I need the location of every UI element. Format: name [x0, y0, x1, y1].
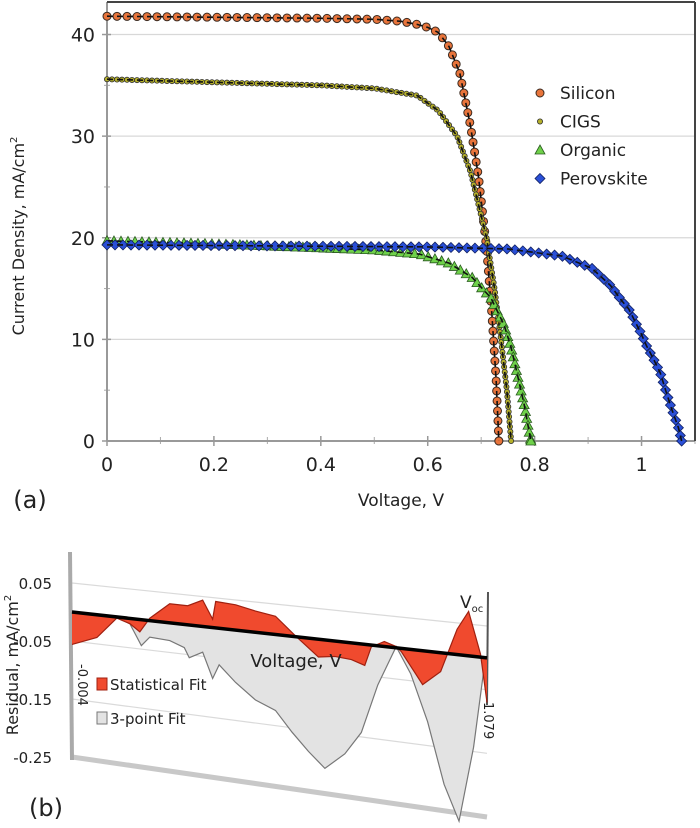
legend-label: Organic	[560, 141, 626, 161]
data-point	[648, 354, 660, 366]
three-point-fit-area	[72, 612, 486, 822]
data-point	[229, 240, 241, 252]
x-tick-label: 0.4	[306, 454, 336, 476]
y-tick-label: 10	[71, 329, 95, 351]
x-tick-label: 0.2	[199, 454, 229, 476]
data-point	[437, 241, 449, 253]
data-point	[504, 337, 516, 348]
y-tick-label: 0	[83, 431, 95, 453]
legend-label: Statistical Fit	[110, 676, 207, 694]
panel-b-y-axis-label: Residual, mA/cm2	[3, 595, 22, 735]
data-point	[149, 239, 161, 251]
fit-line	[106, 244, 683, 442]
legend-swatch-statistical-fit	[96, 677, 108, 691]
panel-b-annotations: Voltage, V Voc -0.004 1.079	[74, 593, 495, 739]
data-point	[429, 241, 441, 253]
x-tick-label: 0	[101, 454, 113, 476]
data-point	[357, 240, 369, 253]
panel-a-y-axis-label: Current Density, mA/cm2	[9, 137, 28, 336]
legend-marker	[537, 118, 544, 125]
y-tick-label: -0.25	[13, 749, 52, 767]
data-point	[508, 437, 515, 444]
panel-a-y-axis-label-text: Current Density, mA/cm	[9, 143, 28, 335]
legend-label: Silicon	[560, 84, 615, 104]
data-point	[317, 240, 329, 252]
panel-b: 0.05 -0.05 -0.15 -0.25 Statistical Fit 3-poin…	[13, 551, 489, 824]
data-point	[389, 241, 401, 253]
data-point	[525, 435, 537, 446]
legend-label: 3-point Fit	[110, 710, 186, 728]
data-point	[509, 244, 521, 256]
panel-b-y-axis-label-superscript: 2	[3, 595, 14, 601]
series-organic	[101, 234, 537, 446]
legend-label: Perovskite	[560, 170, 648, 190]
panel-b-x-axis-label: Voltage, V	[250, 651, 342, 672]
data-point	[157, 239, 169, 251]
zero-line	[71, 610, 488, 660]
data-point	[189, 239, 201, 251]
panel-b-y-axis-label-text: Residual, mA/cm	[3, 601, 22, 735]
data-point	[429, 253, 441, 264]
y-tick-label: 40	[71, 25, 95, 47]
legend-marker	[534, 144, 546, 155]
three-point-fit-outline	[71, 611, 487, 824]
data-point	[141, 239, 153, 251]
panel-a-x-axis-label: Voltage, V	[358, 491, 445, 511]
series-silicon	[102, 11, 504, 446]
panel-a-label: (a)	[13, 486, 46, 514]
legend-marker	[534, 172, 546, 185]
y-tick-label: 0.05	[19, 575, 52, 593]
data-point	[477, 242, 489, 254]
x-start-label: -0.004	[74, 664, 89, 706]
data-point	[309, 240, 321, 252]
legend-swatch-three-point-fit	[96, 711, 108, 725]
y-tick-label: -0.15	[13, 691, 52, 709]
data-point	[381, 241, 393, 253]
data-point	[501, 243, 513, 255]
data-point	[117, 239, 129, 251]
data-point	[548, 249, 561, 261]
y-tick-label: 20	[71, 228, 95, 250]
floor-axis	[71, 754, 488, 820]
series-perovskite	[101, 239, 688, 447]
panel-a-y-axis-label-superscript: 2	[9, 137, 20, 143]
legend-marker	[535, 88, 545, 98]
gridline	[71, 582, 488, 627]
x-tick-label: 0.6	[413, 454, 443, 476]
voc-axis	[486, 591, 489, 706]
fit-line	[106, 78, 512, 442]
x-end-label: 1.079	[480, 702, 495, 739]
data-point	[349, 240, 361, 253]
series-cigs	[104, 76, 515, 444]
y-tick-label: -0.05	[13, 633, 52, 651]
data-point	[630, 318, 643, 330]
data-point	[109, 239, 121, 251]
gridline	[71, 698, 488, 754]
fit-line	[106, 15, 500, 442]
y-tick-label: 30	[71, 126, 95, 148]
data-point	[634, 325, 646, 337]
data-point	[469, 242, 481, 254]
panel-b-label: (b)	[29, 794, 63, 822]
voc-annotation-subscript: oc	[472, 604, 484, 615]
x-tick-label: 0.8	[520, 454, 550, 476]
data-point	[181, 239, 193, 251]
y-axis	[68, 551, 74, 761]
panel-a: 0 10 20 30 40 0 0.2 0.4 0.6 0.8 1 Silicon CIGS Organi…	[71, 1, 696, 476]
voc-annotation: Voc	[460, 593, 483, 615]
data-point	[341, 240, 353, 252]
data-point	[269, 240, 281, 252]
data-point	[541, 248, 553, 260]
x-tick-label: 1	[635, 454, 647, 476]
voc-annotation-text: V	[460, 593, 472, 613]
data-point	[517, 245, 529, 257]
legend-label: CIGS	[560, 113, 601, 133]
